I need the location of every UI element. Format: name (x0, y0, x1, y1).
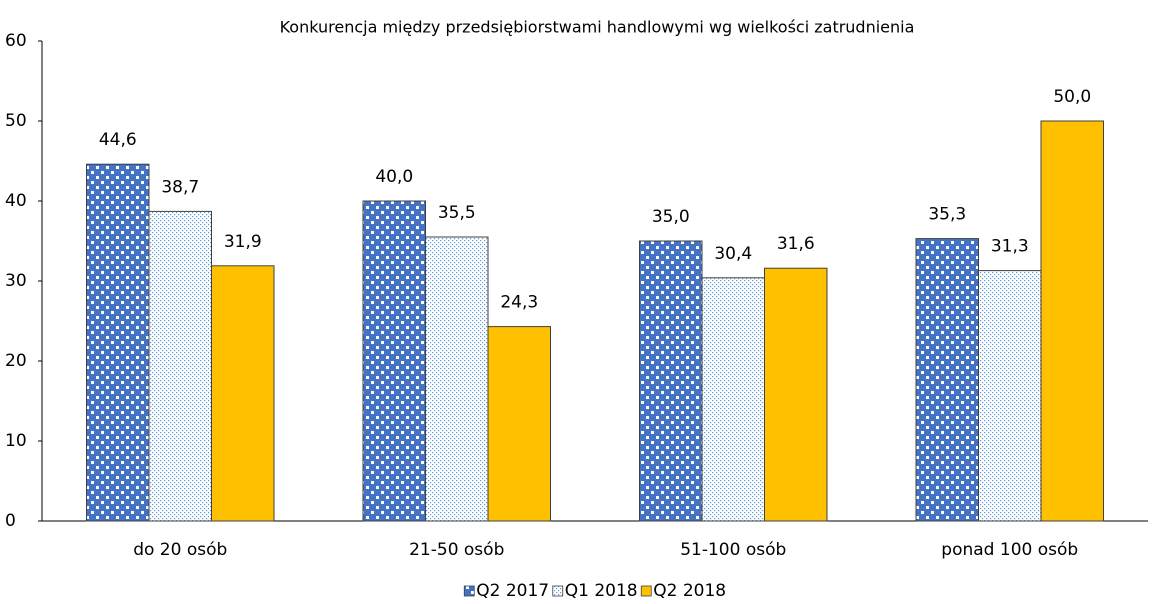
value-label: 35,5 (438, 203, 476, 223)
bar (211, 265, 275, 522)
bar (639, 240, 703, 522)
bar (362, 200, 426, 522)
legend-label: Q2 2017 (476, 581, 549, 601)
value-label: 31,9 (224, 232, 262, 252)
legend-label: Q1 2018 (565, 581, 638, 601)
bar (425, 236, 489, 522)
value-label: 50,0 (1053, 87, 1091, 107)
chart-title: Konkurencja między przedsiębiorstwami ha… (280, 18, 915, 37)
legend-swatch (640, 585, 652, 597)
bar (86, 163, 150, 522)
bar (915, 238, 979, 522)
legend-swatch (552, 585, 564, 597)
x-tick-label: do 20 osób (133, 540, 227, 560)
y-tick-label: 20 (5, 351, 27, 371)
value-label: 35,0 (652, 207, 690, 227)
bar (701, 277, 765, 522)
y-tick-label: 10 (5, 431, 27, 451)
y-tick-label: 50 (5, 111, 27, 131)
x-tick-label: 21-50 osób (409, 540, 504, 560)
y-tick-label: 0 (5, 511, 16, 531)
value-label: 31,3 (991, 237, 1029, 257)
y-tick-label: 30 (5, 271, 27, 291)
x-tick-label: 51-100 osób (680, 540, 786, 560)
value-label: 30,4 (714, 244, 752, 264)
value-label: 38,7 (161, 177, 199, 197)
value-label: 31,6 (777, 234, 815, 254)
bar (1040, 120, 1104, 522)
legend-label: Q2 2018 (653, 581, 726, 601)
value-label: 35,3 (928, 205, 966, 225)
value-label: 44,6 (99, 130, 137, 150)
x-tick-label: ponad 100 osób (941, 540, 1078, 560)
legend-swatch (463, 585, 475, 597)
bar (764, 267, 828, 522)
y-tick-label: 60 (5, 31, 27, 51)
bar (148, 210, 212, 522)
bar (487, 326, 551, 522)
value-label: 40,0 (375, 167, 413, 187)
value-label: 24,3 (500, 293, 538, 313)
bar (978, 270, 1042, 522)
y-tick-label: 40 (5, 191, 27, 211)
